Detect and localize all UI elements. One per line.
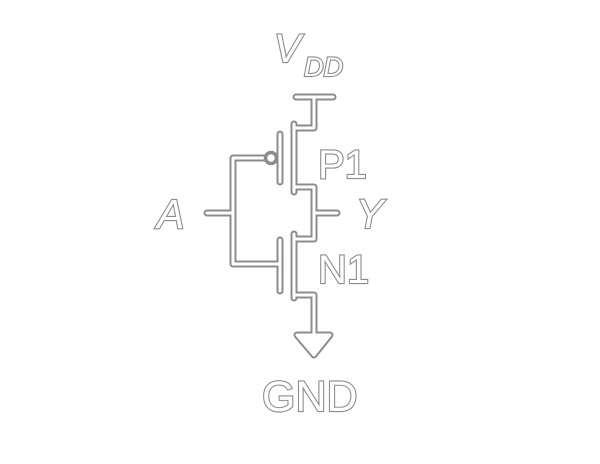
vdd-subscript-label: DD <box>304 52 343 82</box>
vdd-label: V <box>274 27 304 71</box>
output-label: Y <box>356 191 386 237</box>
wires-outline <box>203 93 341 359</box>
ground-label: GND <box>262 373 358 421</box>
nmos-label: N1 <box>318 248 369 292</box>
pmos-label: P1 <box>318 143 367 187</box>
input-label: A <box>154 191 184 237</box>
nmos-source-wire <box>290 291 318 339</box>
wires-inner <box>205 95 339 357</box>
gate-routing-wire <box>229 154 284 268</box>
pmos-inversion-bubble <box>263 150 279 166</box>
